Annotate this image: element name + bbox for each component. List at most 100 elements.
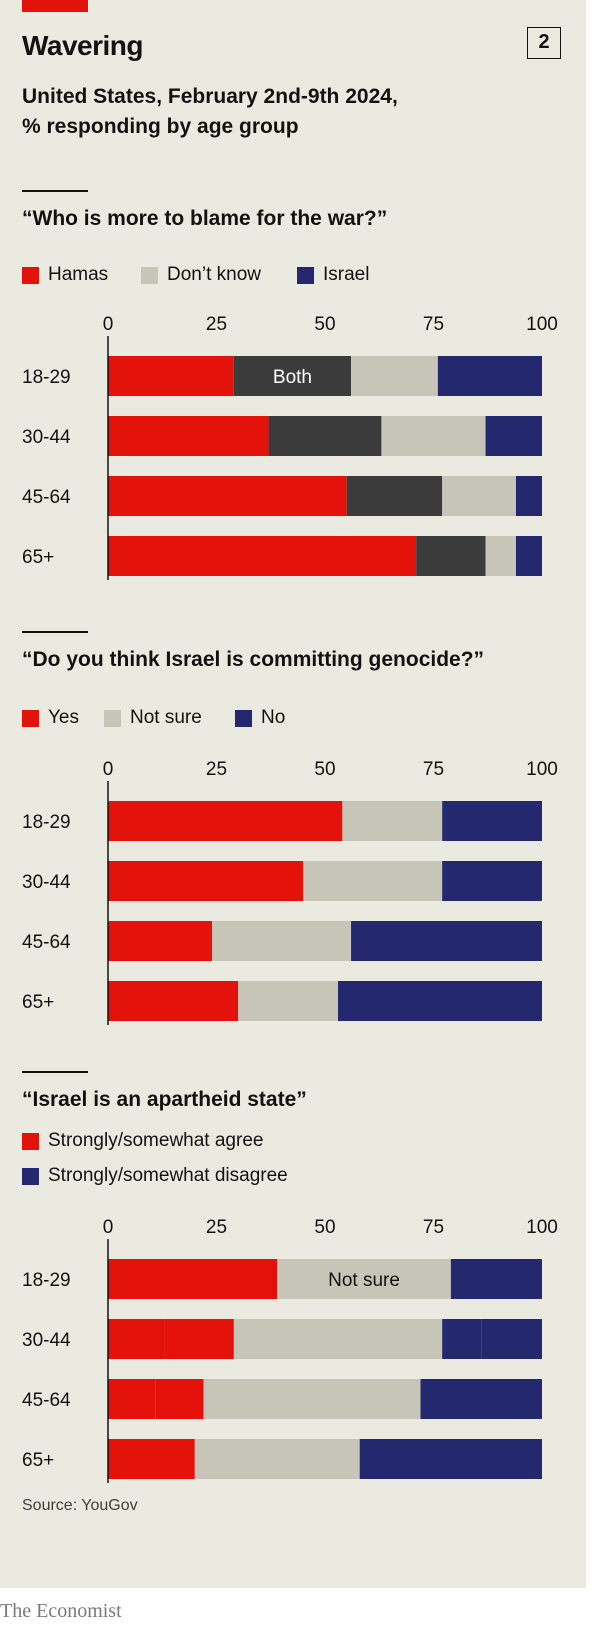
bar-segment — [437, 356, 542, 396]
legend-swatch-grey — [104, 709, 121, 727]
bar-segment — [442, 861, 542, 901]
legend-swatch-grey — [141, 266, 158, 284]
category-label: 45-64 — [22, 487, 71, 508]
bar-segment — [450, 1259, 542, 1299]
x-tick-label: 0 — [103, 314, 114, 335]
bar-segment — [351, 921, 542, 961]
bar-segment — [303, 861, 443, 901]
bar-segment — [108, 801, 343, 841]
bar-annotation: Both — [273, 367, 312, 388]
question-title-1: “Who is more to blame for the war?” — [22, 207, 388, 230]
bar-segment — [108, 981, 239, 1021]
bar-segment — [515, 536, 542, 576]
bar-segment — [155, 1379, 204, 1419]
x-tick-label: 25 — [206, 759, 227, 780]
stacked-bar-chart-blame: 0 25 50 75 100 18-29 Both 30-44 45-64 65+ — [22, 314, 558, 580]
subtitle-line-2: % responding by age group — [22, 115, 299, 138]
legend-label: Not sure — [130, 707, 202, 728]
legend-item-no: No — [235, 707, 285, 729]
source-note: Source: YouGov — [22, 1497, 138, 1514]
chart-subtitle: United States, February 2nd-9th 2024, % … — [22, 82, 562, 142]
category-label: 18-29 — [22, 367, 71, 388]
section-rule-1 — [22, 190, 88, 192]
x-tick-label: 0 — [103, 1217, 114, 1238]
category-label: 45-64 — [22, 1390, 71, 1411]
bar-segment — [108, 416, 269, 456]
legend-item-agree: Strongly/somewhat agree — [22, 1130, 263, 1152]
section-rule-2 — [22, 631, 88, 633]
legend-swatch-navy — [297, 266, 314, 284]
question-title-2: “Do you think Israel is committing genoc… — [22, 648, 485, 671]
legend-label: No — [261, 707, 286, 728]
section-rule-3 — [22, 1071, 88, 1073]
bar-segment — [442, 1319, 482, 1359]
bar-segment — [108, 1319, 165, 1359]
chart-panel: Wavering 2 United States, February 2nd-9… — [0, 0, 586, 1588]
legend-swatch-navy — [235, 709, 252, 727]
x-tick-label: 100 — [526, 314, 558, 335]
bar-segment — [203, 1379, 421, 1419]
bar-segment — [108, 476, 347, 516]
x-tick-label: 100 — [526, 1217, 558, 1238]
x-tick-label: 0 — [103, 759, 114, 780]
bar-segment — [442, 476, 516, 516]
legend-item-hamas: Hamas — [22, 264, 108, 286]
bar-segment — [164, 1319, 234, 1359]
bar-segment — [342, 801, 443, 841]
legend-swatch-red — [22, 709, 39, 727]
legend-item-yes: Yes — [22, 707, 79, 729]
x-tick-label: 50 — [314, 1217, 335, 1238]
category-label: 30-44 — [22, 1330, 71, 1351]
category-label: 65+ — [22, 992, 54, 1013]
legend-swatch-red — [22, 266, 39, 284]
bar-segment — [108, 921, 213, 961]
bar-segment — [108, 1259, 278, 1299]
bar-segment — [233, 356, 352, 396]
category-label: 30-44 — [22, 872, 71, 893]
bar-segment — [233, 1319, 443, 1359]
bar-segment — [442, 801, 542, 841]
bar-segment — [485, 416, 542, 456]
legend-swatch-navy — [22, 1167, 39, 1185]
x-tick-label: 25 — [206, 1217, 227, 1238]
bar-segment — [194, 1439, 360, 1479]
x-tick-label: 50 — [314, 314, 335, 335]
category-label: 65+ — [22, 547, 54, 568]
chart-number-badge: 2 — [527, 27, 561, 59]
legend-label: Don’t know — [167, 264, 261, 285]
legend-label: Hamas — [48, 264, 109, 285]
legend-label: Yes — [48, 707, 79, 728]
legend-item-not-sure: Not sure — [104, 707, 202, 729]
question-title-3: “Israel is an apartheid state” — [22, 1088, 307, 1111]
bar-segment — [359, 1439, 542, 1479]
category-label: 45-64 — [22, 932, 71, 953]
bar-segment — [381, 416, 486, 456]
bar-segment — [108, 536, 417, 576]
legend-item-israel: Israel — [297, 264, 369, 286]
bar-segment — [481, 1319, 542, 1359]
category-label: 18-29 — [22, 1270, 71, 1291]
x-tick-label: 75 — [423, 759, 444, 780]
bar-segment — [108, 1439, 195, 1479]
legend-swatch-red — [22, 1132, 39, 1150]
legend-label: Strongly/somewhat disagree — [48, 1165, 288, 1186]
legend-item-dont-know: Don’t know — [141, 264, 261, 286]
bar-segment — [277, 1259, 451, 1299]
bar-segment — [351, 356, 438, 396]
bar-annotation: Not sure — [328, 1270, 400, 1291]
bar-segment — [346, 476, 443, 516]
category-label: 30-44 — [22, 427, 71, 448]
x-tick-label: 100 — [526, 759, 558, 780]
bar-segment — [420, 1379, 542, 1419]
category-label: 18-29 — [22, 812, 71, 833]
legend-label: Strongly/somewhat agree — [48, 1130, 264, 1151]
bar-segment — [238, 981, 339, 1021]
bar-segment — [268, 416, 382, 456]
economist-red-tag — [22, 0, 88, 12]
economist-brand: The Economist — [0, 1600, 122, 1622]
bar-segment — [108, 356, 234, 396]
category-label: 65+ — [22, 1450, 54, 1471]
legend-item-disagree: Strongly/somewhat disagree — [22, 1165, 288, 1187]
x-tick-label: 75 — [423, 314, 444, 335]
bar-segment — [212, 921, 352, 961]
